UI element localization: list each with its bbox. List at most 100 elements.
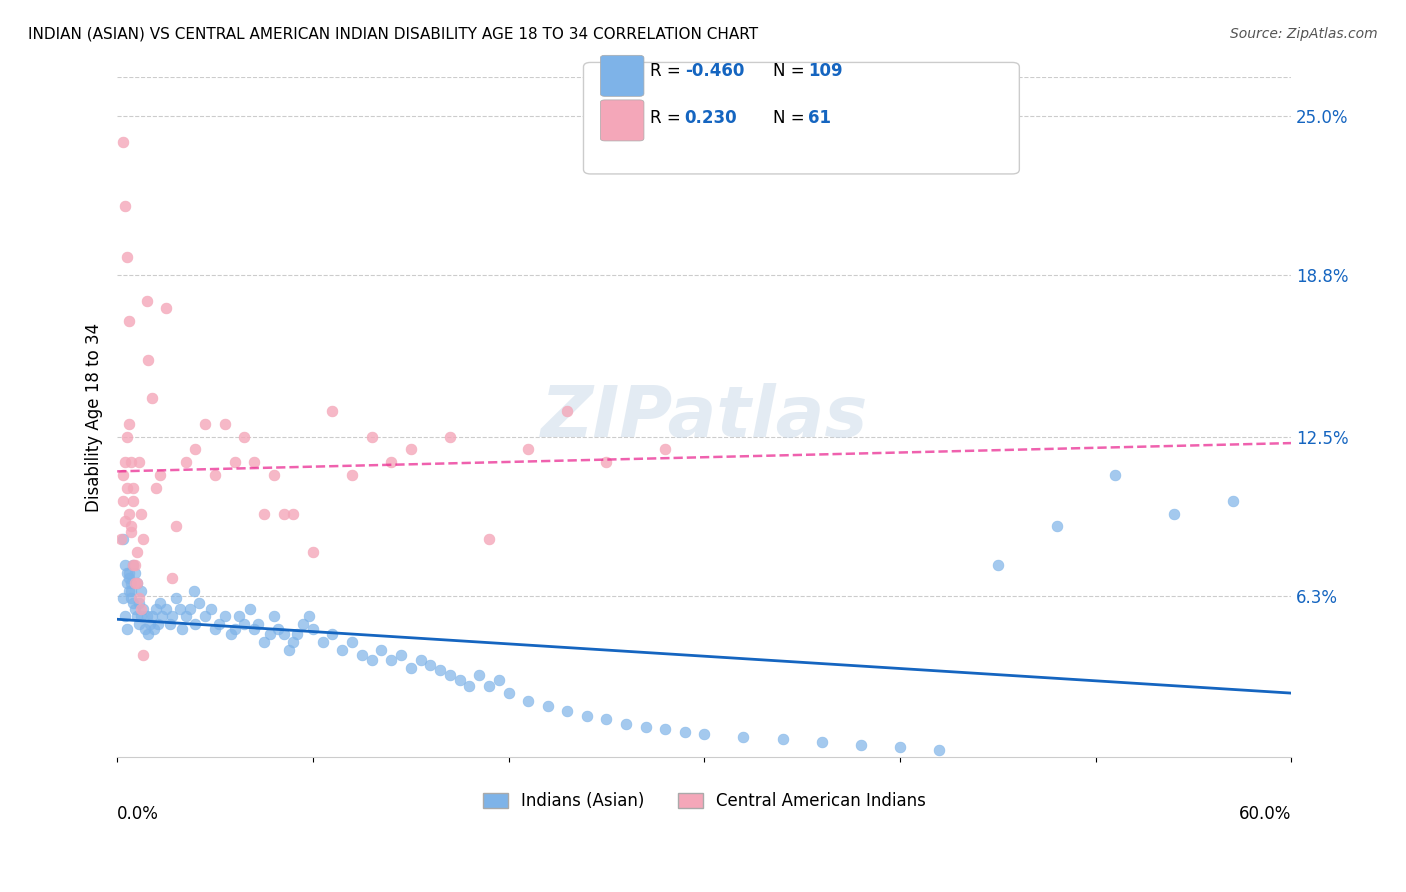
Point (253, 507, 276, 521)
Point (889, 740, 911, 755)
Point (208, 617, 231, 632)
Point (233, 430, 256, 444)
Text: -0.460: -0.460 (685, 62, 744, 80)
Point (129, 507, 152, 521)
Point (673, 724, 696, 739)
Text: 0.230: 0.230 (685, 109, 737, 127)
Point (498, 686, 520, 700)
Point (478, 533, 501, 547)
Point (654, 442, 676, 457)
Point (120, 575, 142, 590)
Point (321, 627, 343, 641)
Point (138, 352, 160, 367)
Point (131, 533, 153, 547)
Point (266, 622, 288, 636)
Point (120, 455, 142, 469)
Point (131, 648, 153, 662)
Point (143, 622, 166, 636)
Point (634, 720, 657, 734)
Point (145, 601, 167, 615)
Point (429, 663, 451, 677)
Point (149, 597, 172, 611)
Point (243, 455, 266, 469)
Point (184, 442, 207, 457)
Point (311, 635, 333, 649)
Point (302, 622, 325, 636)
Point (124, 558, 146, 572)
Point (129, 609, 152, 624)
Point (810, 735, 832, 749)
Point (118, 566, 141, 580)
Point (340, 468, 363, 483)
Point (112, 591, 135, 606)
Point (115, 622, 138, 636)
Point (214, 609, 236, 624)
Text: ZIPatlas: ZIPatlas (540, 383, 868, 452)
Point (537, 699, 560, 714)
Point (228, 609, 250, 624)
Point (159, 617, 181, 632)
Point (449, 673, 471, 688)
Text: 60.0%: 60.0% (1239, 805, 1291, 823)
Point (194, 417, 217, 431)
Point (118, 417, 141, 431)
Point (849, 738, 872, 752)
Point (239, 601, 262, 615)
Point (138, 627, 160, 641)
Point (380, 653, 402, 667)
Point (118, 314, 141, 328)
Point (129, 601, 152, 615)
Point (120, 591, 142, 606)
Point (128, 591, 150, 606)
Point (174, 455, 197, 469)
Text: INDIAN (ASIAN) VS CENTRAL AMERICAN INDIAN DISABILITY AGE 18 TO 34 CORRELATION CH: INDIAN (ASIAN) VS CENTRAL AMERICAN INDIA… (28, 27, 758, 42)
Point (302, 545, 325, 559)
Point (184, 617, 207, 632)
Point (115, 481, 138, 495)
Text: 109: 109 (808, 62, 844, 80)
Point (555, 404, 578, 418)
Point (224, 622, 246, 636)
Point (517, 694, 540, 708)
Point (118, 583, 141, 598)
Point (134, 622, 156, 636)
Point (183, 583, 205, 598)
Point (1045, 519, 1067, 533)
Point (115, 575, 138, 590)
Point (124, 575, 146, 590)
Point (439, 668, 461, 682)
Point (149, 468, 172, 483)
Text: Source: ZipAtlas.com: Source: ZipAtlas.com (1230, 27, 1378, 41)
Text: 61: 61 (808, 109, 831, 127)
Point (468, 668, 491, 682)
Point (273, 627, 295, 641)
Point (259, 627, 281, 641)
Legend: Indians (Asian), Central American Indians: Indians (Asian), Central American Indian… (477, 786, 932, 817)
Point (131, 601, 153, 615)
Point (118, 571, 141, 585)
Text: N =: N = (773, 62, 810, 80)
Point (124, 566, 146, 580)
Point (399, 442, 422, 457)
Point (155, 601, 177, 615)
Point (555, 704, 578, 718)
Point (278, 642, 301, 657)
Point (224, 455, 246, 469)
Point (389, 648, 412, 662)
Point (419, 658, 441, 673)
Point (575, 709, 598, 723)
Point (141, 391, 163, 405)
Point (488, 673, 510, 688)
Point (247, 617, 270, 632)
Point (478, 679, 501, 693)
Point (155, 301, 177, 316)
Point (128, 617, 150, 632)
Point (121, 597, 143, 611)
Point (112, 493, 135, 508)
Point (125, 575, 148, 590)
Point (263, 609, 285, 624)
Point (120, 524, 142, 539)
Point (148, 617, 170, 632)
Point (129, 583, 152, 598)
Point (114, 514, 136, 528)
